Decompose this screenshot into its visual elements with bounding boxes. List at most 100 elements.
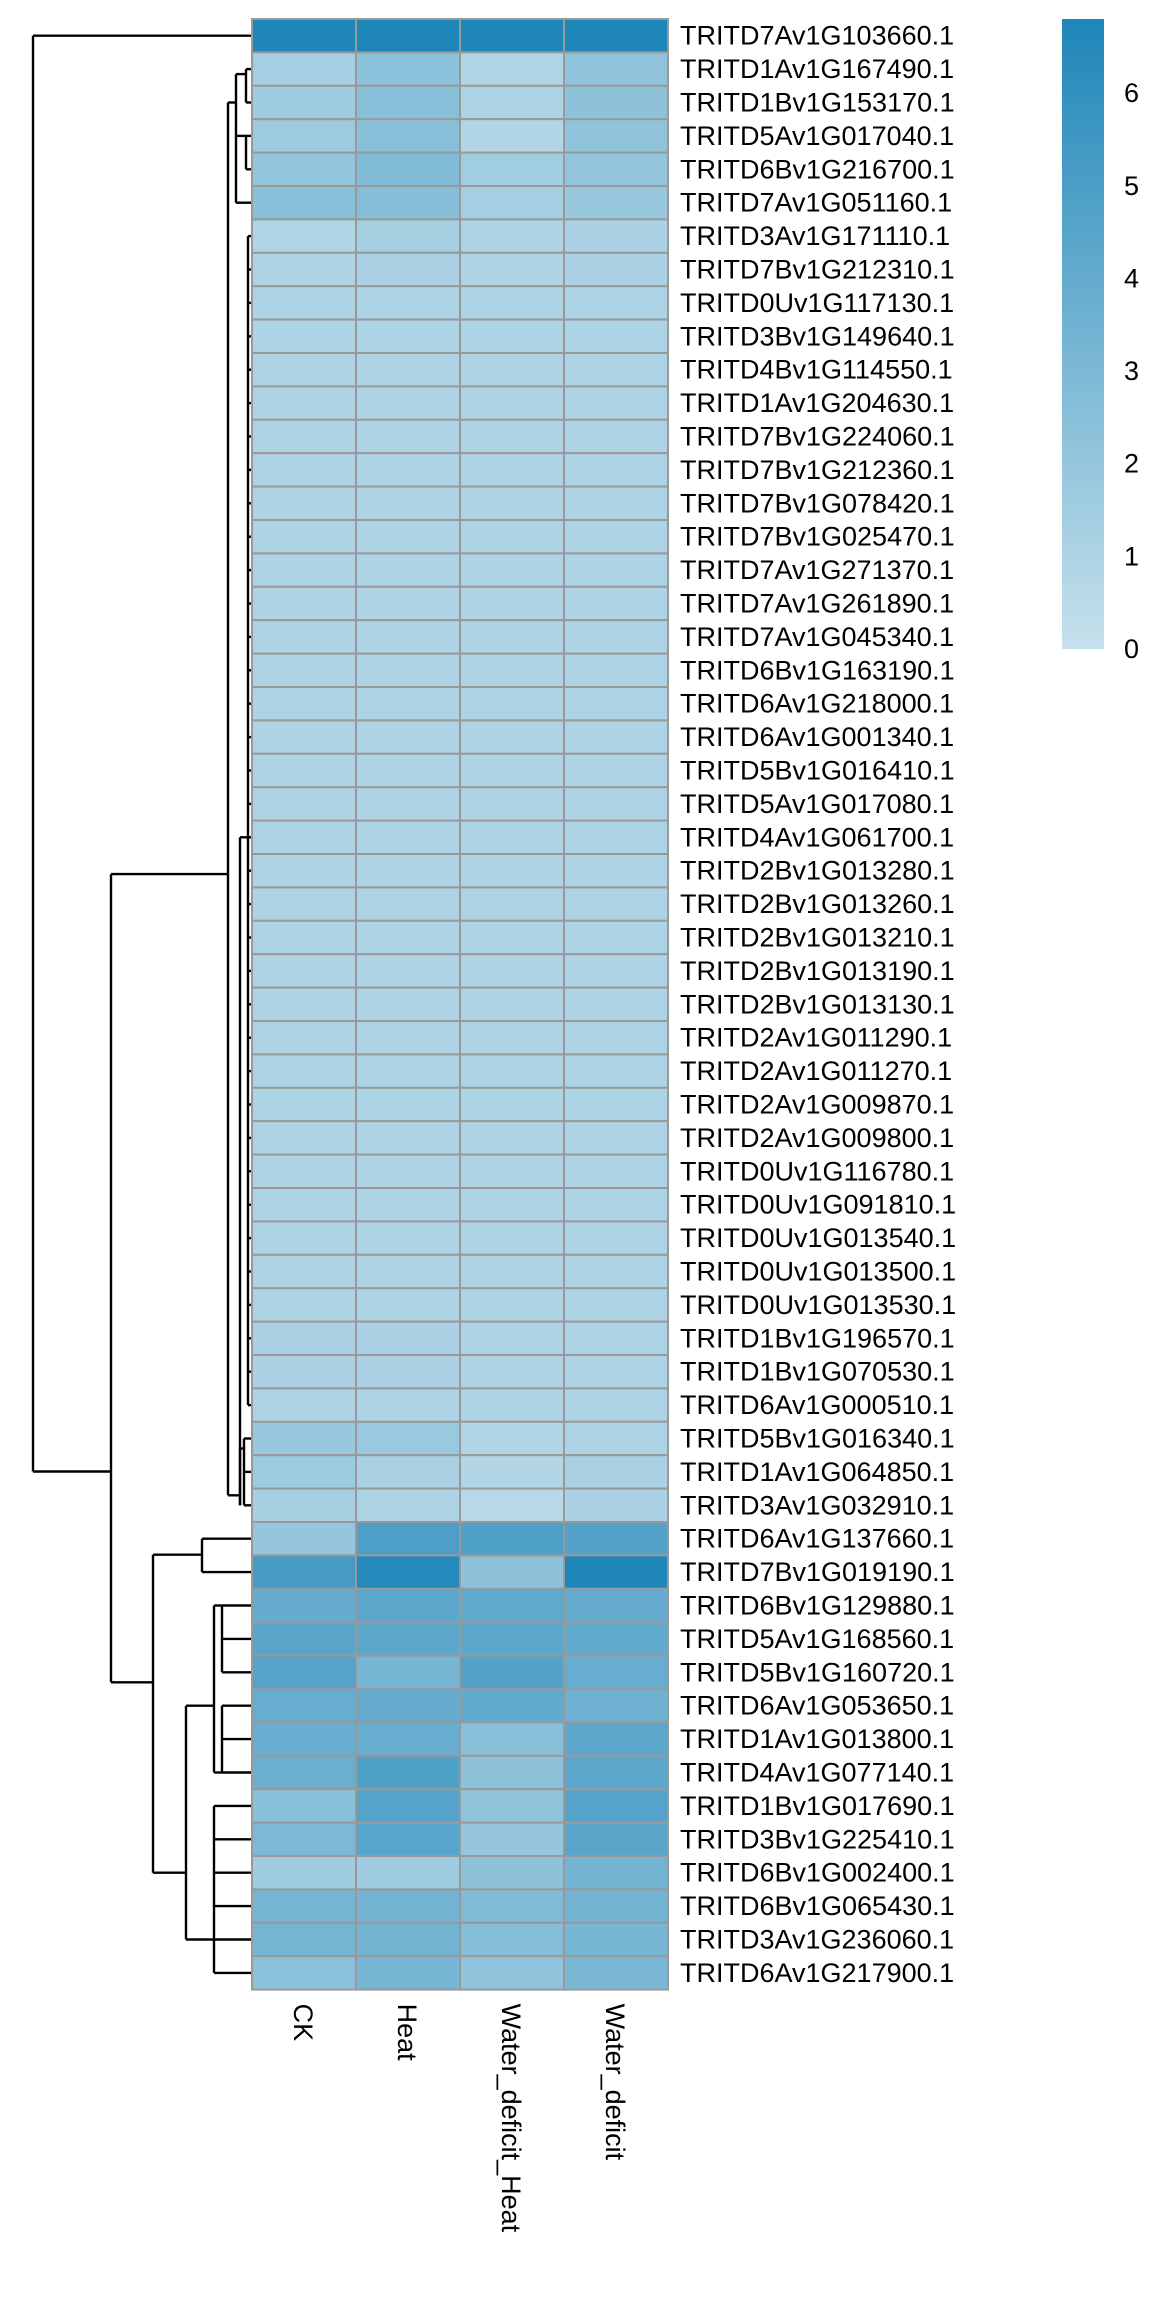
heatmap-cell (459, 1420, 565, 1457)
row-label: TRITD3Av1G171110.1 (680, 221, 950, 251)
heatmap-cell (355, 385, 461, 421)
heatmap-cell (563, 1253, 669, 1290)
heatmap-cell (459, 185, 565, 221)
heatmap-cell (459, 1788, 565, 1824)
color-legend: 0 1 2 3 4 5 6 (1062, 19, 1139, 664)
heatmap-cell (563, 1153, 669, 1189)
heatmap-cell (459, 752, 565, 789)
heatmap-cell (355, 853, 461, 889)
heatmap-cell (459, 686, 565, 722)
heatmap-cell (251, 1487, 357, 1523)
heatmap-cell (251, 418, 357, 455)
heatmap-cell (355, 352, 461, 388)
row-label: TRITD7Bv1G212310.1 (680, 255, 955, 285)
heatmap-cell (563, 686, 669, 722)
heatmap-cell (251, 1621, 357, 1657)
heatmap-cell (459, 1554, 565, 1590)
heatmap-cell (459, 1320, 565, 1356)
heatmap-cell (355, 1487, 461, 1523)
heatmap-cell (563, 418, 669, 455)
heatmap-cell (355, 285, 461, 321)
heatmap-cell (251, 385, 357, 421)
legend-tick-label: 1 (1124, 541, 1139, 571)
heatmap-cell (355, 919, 461, 956)
heatmap-cell (459, 853, 565, 889)
row-label: TRITD5Av1G168560.1 (680, 1624, 954, 1654)
heatmap-cell (563, 1654, 669, 1690)
heatmap-cell (251, 285, 357, 321)
heatmap-cell (459, 118, 565, 154)
heatmap-cell (355, 1020, 461, 1056)
heatmap-cell (251, 218, 357, 254)
heatmap-cell (355, 786, 461, 822)
heatmap-cell (251, 1120, 357, 1156)
heatmap-cell (563, 886, 669, 922)
row-label: TRITD6Av1G053650.1 (680, 1691, 954, 1721)
column-label: Heat (392, 2004, 422, 2062)
heatmap-cell (563, 1320, 669, 1356)
heatmap-cell (459, 318, 565, 355)
heatmap-cell (355, 585, 461, 622)
heatmap-cell (563, 1420, 669, 1457)
heatmap-cell (459, 1721, 565, 1757)
column-label: CK (288, 2004, 318, 2042)
heatmap-cell (563, 1220, 669, 1256)
heatmap-cell (563, 185, 669, 221)
row-label: TRITD6Bv1G129880.1 (680, 1591, 955, 1621)
heatmap-cell (563, 1955, 669, 1991)
heatmap-cell (355, 1153, 461, 1189)
heatmap-cell (251, 18, 357, 54)
row-label: TRITD5Av1G017080.1 (680, 789, 954, 819)
heatmap-cell (355, 1888, 461, 1924)
row-label: TRITD2Av1G011290.1 (680, 1023, 952, 1053)
heatmap-cell (355, 886, 461, 922)
heatmap-cell (563, 619, 669, 655)
heatmap-cell (563, 1788, 669, 1824)
heatmap-cell (355, 1955, 461, 1991)
row-label: TRITD1Bv1G153170.1 (680, 88, 955, 118)
heatmap-cell (459, 418, 565, 455)
heatmap-cell (251, 1086, 357, 1123)
heatmap-cell (355, 1754, 461, 1791)
heatmap-cell (563, 1187, 669, 1223)
row-label: TRITD4Av1G061700.1 (680, 822, 954, 852)
heatmap-cell (355, 719, 461, 755)
heatmap-cell (459, 619, 565, 655)
heatmap-cell (459, 1587, 565, 1624)
column-label: Water_deficit_Heat (496, 2004, 526, 2233)
heatmap-cell (355, 251, 461, 288)
row-label: TRITD2Bv1G013130.1 (680, 989, 955, 1019)
heatmap-cell (355, 1053, 461, 1089)
heatmap-cell (251, 919, 357, 956)
heatmap-cell (459, 1053, 565, 1089)
heatmap-cell (459, 452, 565, 488)
row-label: TRITD6Av1G217900.1 (680, 1958, 954, 1988)
heatmap-cell (355, 1220, 461, 1256)
row-label: TRITD2Av1G009800.1 (680, 1123, 954, 1153)
legend-color-bar (1062, 19, 1104, 649)
heatmap-cell (355, 18, 461, 54)
heatmap-cell (563, 853, 669, 889)
heatmap-cell (563, 652, 669, 688)
heatmap-cell (459, 1688, 565, 1724)
heatmap-cell (355, 819, 461, 855)
heatmap-cell (251, 519, 357, 555)
heatmap-cell (459, 1220, 565, 1256)
heatmap-cell (355, 552, 461, 588)
row-label: TRITD6Av1G001340.1 (680, 722, 954, 752)
heatmap-cell (459, 151, 565, 188)
heatmap-cell (459, 1754, 565, 1791)
heatmap-cell (251, 1187, 357, 1223)
legend-tick-label: 3 (1124, 356, 1139, 386)
row-label: TRITD7Av1G103660.1 (680, 21, 954, 51)
heatmap-cell (251, 1688, 357, 1724)
heatmap-cell (459, 1253, 565, 1290)
heatmap-cell (459, 1654, 565, 1690)
row-label: TRITD1Bv1G196570.1 (680, 1323, 955, 1353)
heatmap-cell (251, 485, 357, 522)
heatmap-cell (355, 1187, 461, 1223)
heatmap-cell (563, 1855, 669, 1891)
heatmap-cell (459, 18, 565, 54)
heatmap-cell (459, 1086, 565, 1123)
